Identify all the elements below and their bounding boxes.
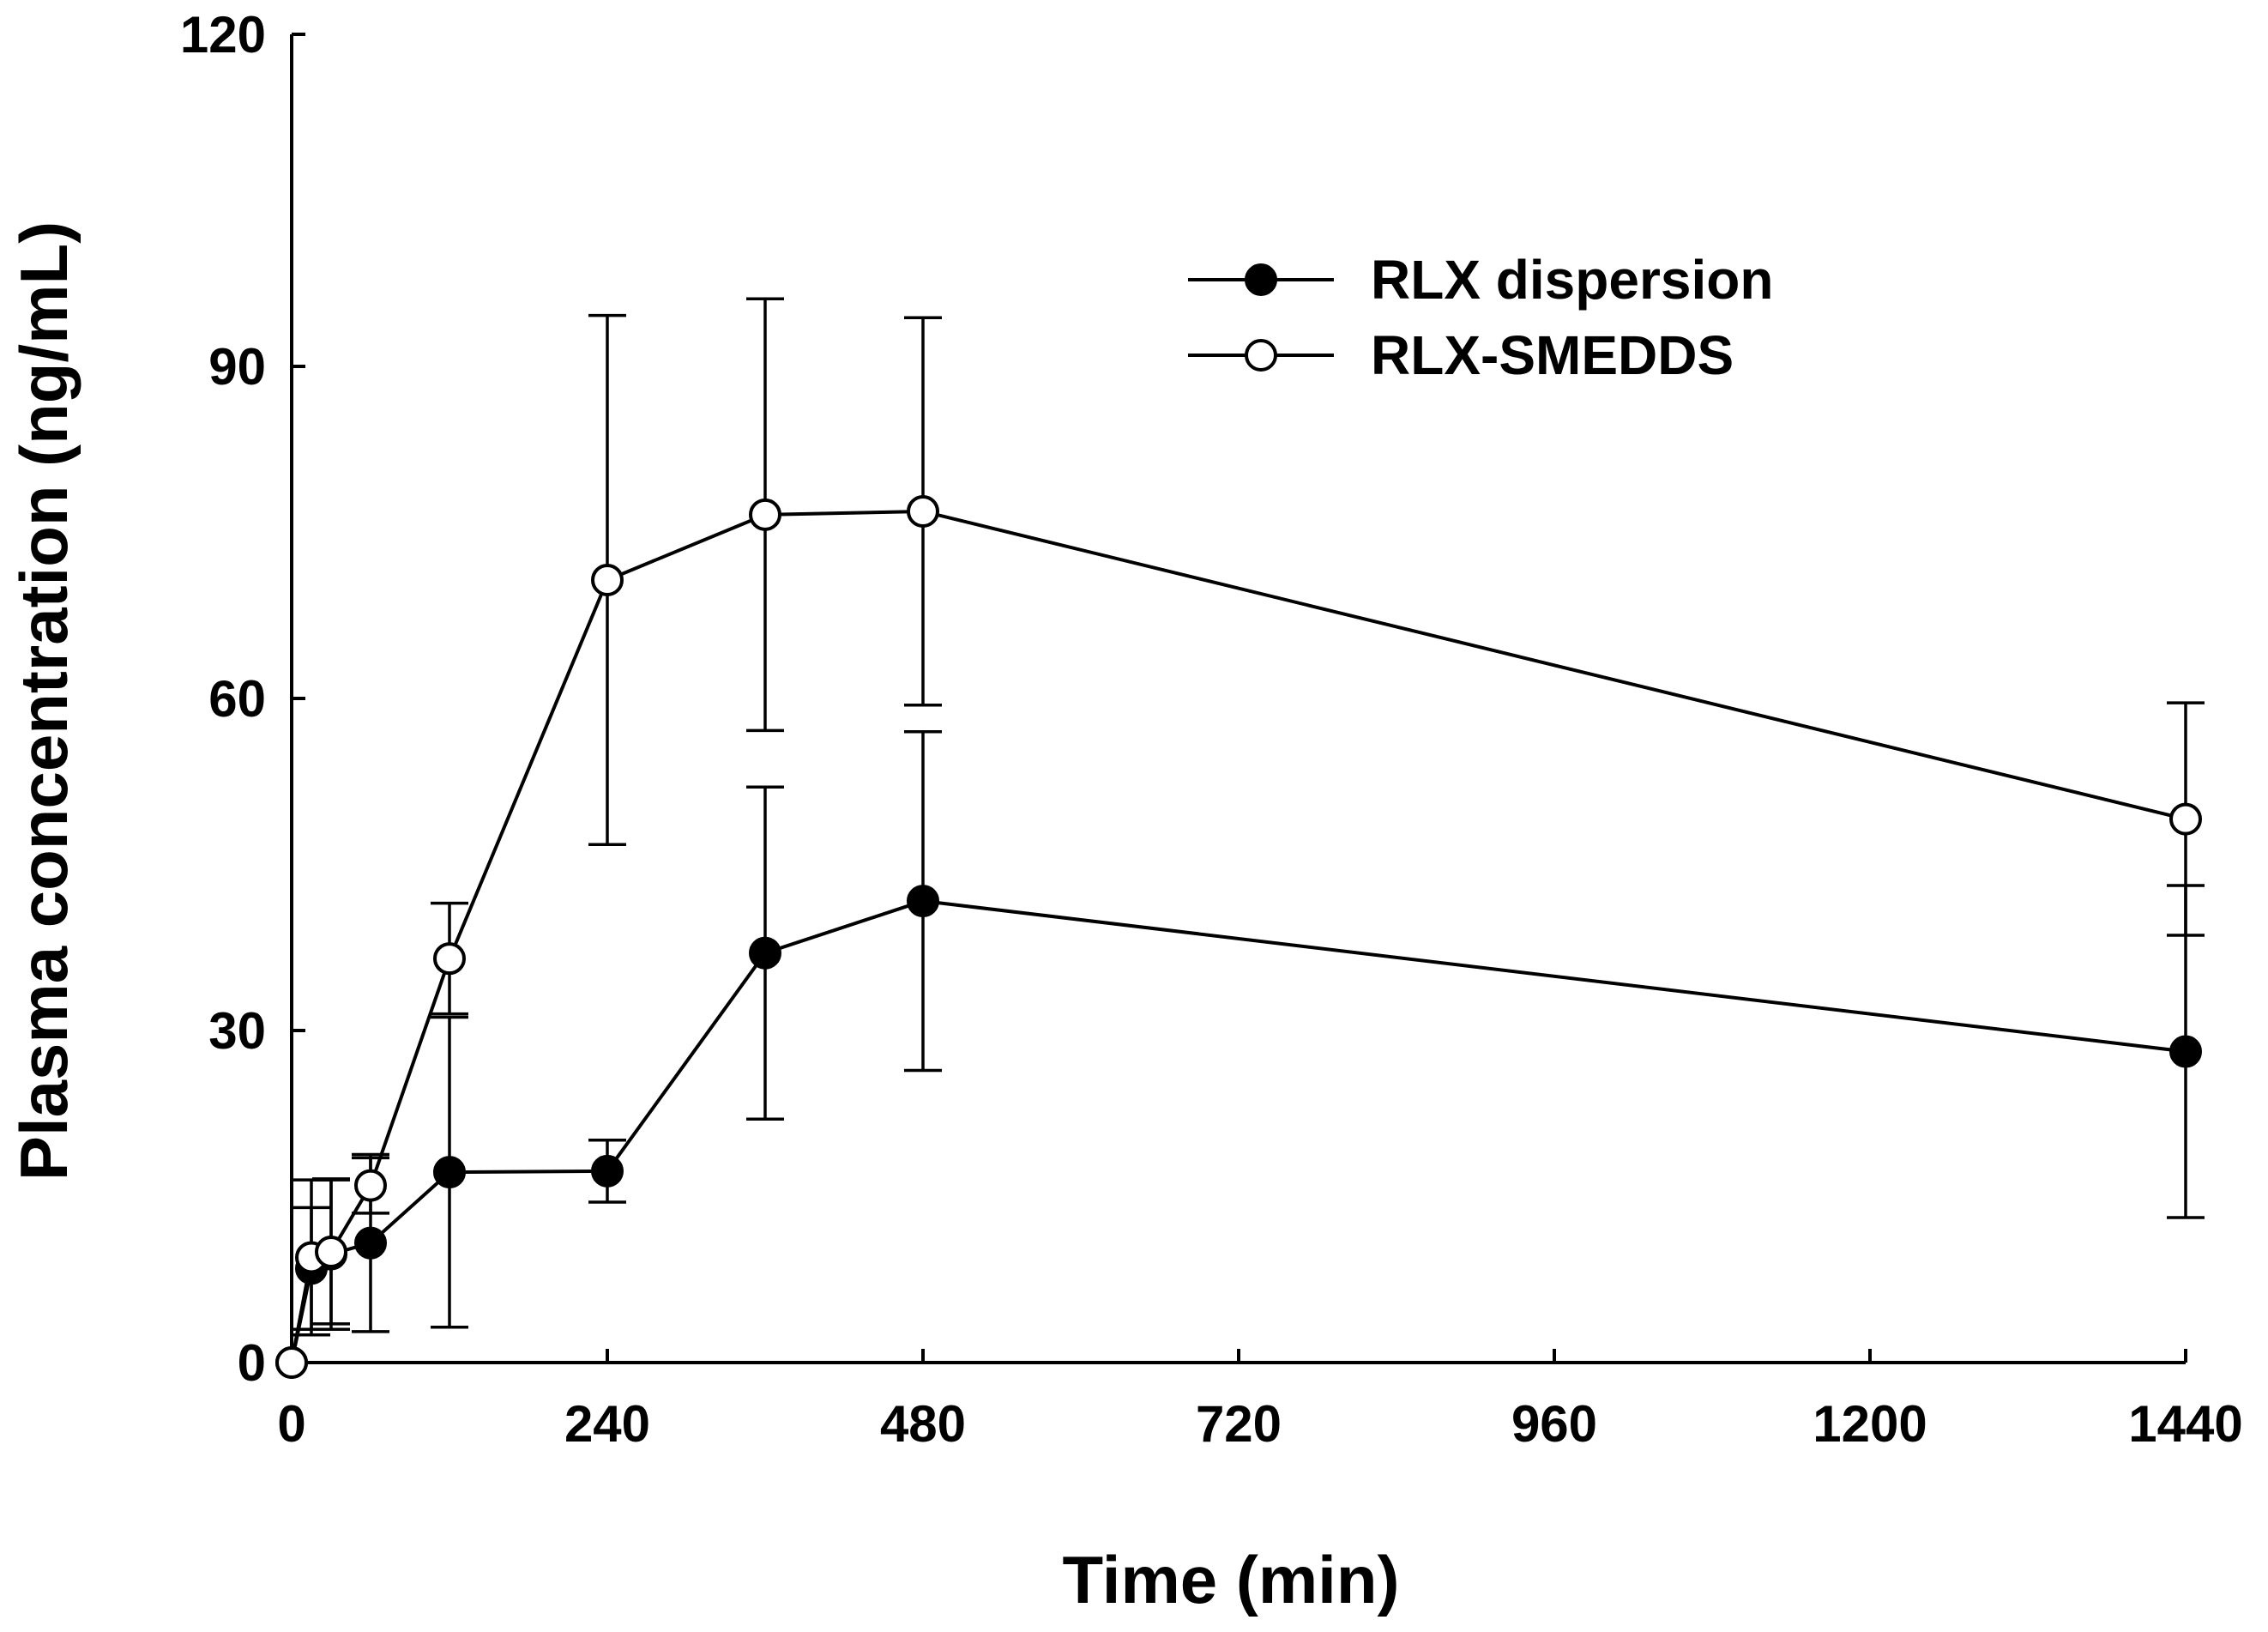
data-point <box>433 942 466 976</box>
markers-series-0 <box>275 885 2202 1379</box>
error-bars-series-1 <box>293 297 2205 1337</box>
y-tick-label: 120 <box>180 6 266 63</box>
markers-series-1 <box>275 494 2202 1379</box>
data-point <box>354 1226 387 1260</box>
x-tick-label: 1440 <box>2128 1395 2242 1453</box>
y-tick-label: 30 <box>208 1002 266 1060</box>
data-point <box>433 1156 466 1189</box>
legend-marker-rlx-dispersion <box>1245 263 1277 296</box>
legend-label-rlx-smedds: RLX-SMEDDS <box>1371 324 1734 386</box>
x-tick-label: 480 <box>880 1395 966 1453</box>
error-bars-series-0 <box>293 729 2205 1333</box>
series-line-0 <box>290 899 2187 1363</box>
data-point <box>591 1154 624 1188</box>
data-point <box>2169 1035 2202 1068</box>
data-point <box>275 1346 308 1379</box>
y-tick-label: 90 <box>208 338 266 396</box>
y-axis-title: Plasma concentration (ng/mL) <box>6 221 81 1181</box>
x-tick-label: 240 <box>564 1395 650 1453</box>
axes <box>290 34 2186 1364</box>
x-tick-label: 720 <box>1196 1395 1282 1453</box>
legend-marker-rlx-smedds <box>1245 339 1277 372</box>
data-point <box>315 1236 347 1268</box>
x-axis-title: Time (min) <box>1063 1542 1400 1617</box>
series-layer <box>275 297 2205 1379</box>
data-point <box>907 885 939 918</box>
y-tick-label: 60 <box>208 670 266 728</box>
legend-label-rlx-dispersion: RLX dispersion <box>1371 249 1773 311</box>
data-point <box>354 1169 387 1202</box>
x-tick-label: 960 <box>1511 1395 1597 1453</box>
legend: RLX dispersion RLX-SMEDDS <box>1188 249 1773 386</box>
data-point <box>749 936 781 970</box>
data-point <box>591 563 624 596</box>
data-point <box>749 498 781 531</box>
y-tick-label: 0 <box>238 1334 266 1392</box>
x-tick-label: 0 <box>277 1395 305 1453</box>
data-point <box>907 494 939 528</box>
data-point <box>2169 802 2202 836</box>
x-tick-label: 1200 <box>1813 1395 1927 1453</box>
